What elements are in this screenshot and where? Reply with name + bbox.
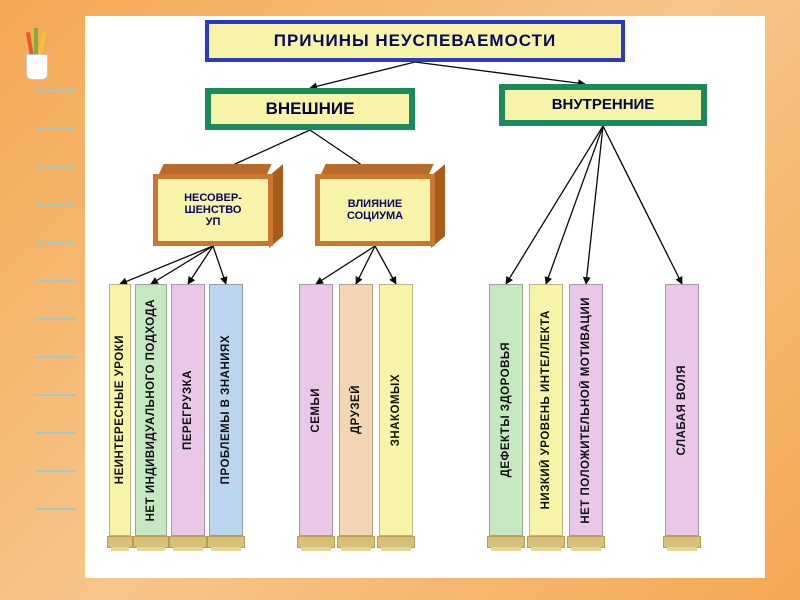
leaf-label: СЛАБАЯ ВОЛЯ: [676, 365, 688, 456]
pencil-cup-decoration: [20, 30, 54, 80]
leaf-label: НЕТ ИНДИВИДУАЛЬНОГО ПОДХОДА: [145, 299, 157, 521]
leaf-b3: ПРОБЛЕМЫ В ЗНАНИЯХ: [209, 284, 243, 536]
ruler-decoration: [36, 90, 76, 550]
title-text: ПРИЧИНЫ НЕУСПЕВАЕМОСТИ: [274, 31, 557, 51]
leaf-b7: ДЕФЕКТЫ ЗДОРОВЬЯ: [489, 284, 523, 536]
leaf-label: НЕИНТЕРЕСНЫЕ УРОКИ: [114, 335, 126, 484]
diagram-canvas: ПРИЧИНЫ НЕУСПЕВАЕМОСТИ ВНЕШНИЕ ВНУТРЕННИ…: [85, 16, 765, 578]
leaf-b9: НЕТ ПОЛОЖИТЕЛЬНОЙ МОТИВАЦИИ: [569, 284, 603, 536]
leaf-label: ДЕФЕКТЫ ЗДОРОВЬЯ: [500, 342, 512, 477]
title-box: ПРИЧИНЫ НЕУСПЕВАЕМОСТИ: [205, 20, 625, 62]
subcategory-socium-label: ВЛИЯНИЕ СОЦИУМА: [347, 198, 403, 222]
category-internal: ВНУТРЕННИЕ: [499, 84, 707, 126]
leaf-b10: СЛАБАЯ ВОЛЯ: [665, 284, 699, 536]
subcategory-socium: ВЛИЯНИЕ СОЦИУМА: [315, 174, 435, 246]
leaf-label: НИЗКИЙ УРОВЕНЬ ИНТЕЛЛЕКТА: [540, 310, 552, 509]
leaf-label: ДРУЗЕЙ: [350, 385, 362, 434]
leaf-label: СЕМЬИ: [310, 388, 322, 433]
leaf-label: ПЕРЕГРУЗКА: [182, 370, 194, 450]
leaf-b2: ПЕРЕГРУЗКА: [171, 284, 205, 536]
subcategory-imperfection: НЕСОВЕР- ШЕНСТВО УП: [153, 174, 273, 246]
leaf-label: НЕТ ПОЛОЖИТЕЛЬНОЙ МОТИВАЦИИ: [580, 297, 592, 524]
leaf-b0: НЕИНТЕРЕСНЫЕ УРОКИ: [109, 284, 131, 536]
leaf-b8: НИЗКИЙ УРОВЕНЬ ИНТЕЛЛЕКТА: [529, 284, 563, 536]
leaf-label: ЗНАКОМЫХ: [390, 374, 402, 446]
category-internal-label: ВНУТРЕННИЕ: [552, 96, 655, 113]
subcategory-imperfection-label: НЕСОВЕР- ШЕНСТВО УП: [184, 192, 242, 228]
leaf-b6: ЗНАКОМЫХ: [379, 284, 413, 536]
leaf-b4: СЕМЬИ: [299, 284, 333, 536]
category-external-label: ВНЕШНИЕ: [266, 99, 355, 119]
leaf-label: ПРОБЛЕМЫ В ЗНАНИЯХ: [220, 335, 232, 484]
category-external: ВНЕШНИЕ: [205, 88, 415, 130]
leaf-b5: ДРУЗЕЙ: [339, 284, 373, 536]
leaf-b1: НЕТ ИНДИВИДУАЛЬНОГО ПОДХОДА: [135, 284, 167, 536]
